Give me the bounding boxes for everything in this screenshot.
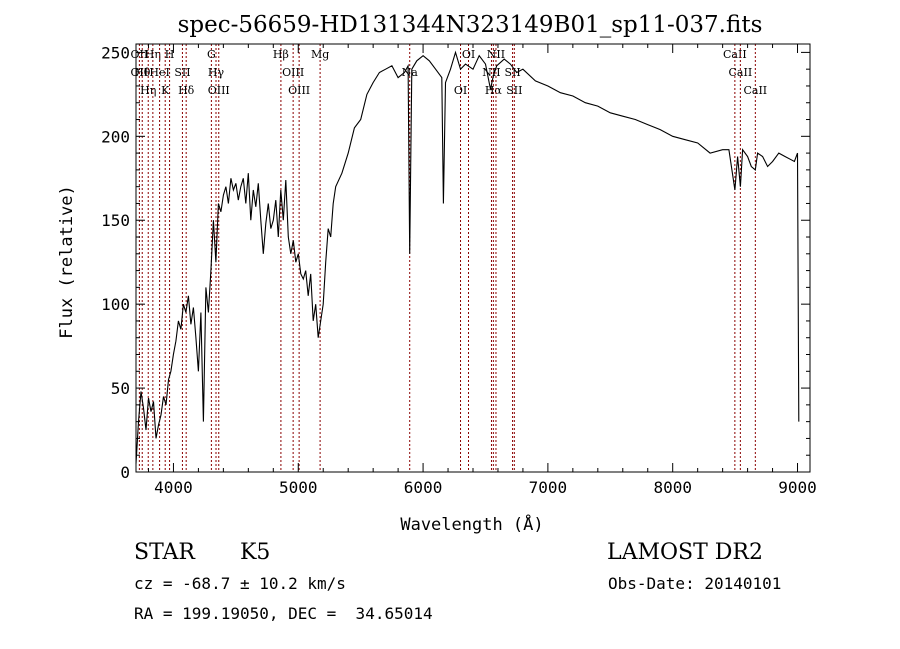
- y-axis-label: Flux (relative): [57, 185, 77, 339]
- marker-label: Hγ: [208, 66, 225, 79]
- y-tick-label: 100: [101, 295, 130, 314]
- y-tick-label: 0: [120, 463, 130, 482]
- y-tick-label: 200: [101, 127, 130, 146]
- spectrum-line: [135, 50, 800, 464]
- marker-label: OII: [131, 48, 149, 61]
- marker-label: SII: [506, 84, 522, 97]
- marker-label: K: [161, 84, 170, 97]
- marker-label: CaII: [743, 84, 767, 97]
- x-tick-label: 6000: [404, 478, 443, 497]
- marker-label: SII: [504, 66, 520, 79]
- marker-label: HeI: [149, 66, 169, 79]
- chart-title: spec-56659-HD131344N323149B01_sp11-037.f…: [178, 12, 763, 38]
- plot-frame: [135, 43, 811, 473]
- y-tick-label: 150: [101, 211, 130, 230]
- marker-label: Hβ: [273, 48, 289, 61]
- marker-label: Hη: [145, 48, 161, 61]
- x-axis-label: Wavelength (Å): [400, 513, 543, 535]
- marker-label: Hα: [485, 84, 503, 97]
- obs-date: Obs-Date: 20140101: [608, 574, 782, 593]
- coordinates-text: RA = 199.19050, DEC = 34.65014: [134, 604, 433, 623]
- x-tick-label: 8000: [653, 478, 692, 497]
- marker-label: OIII: [282, 66, 304, 79]
- marker-label: CaII: [729, 66, 753, 79]
- survey-name: LAMOST DR2: [607, 540, 763, 565]
- marker-label: Mg: [311, 48, 329, 61]
- series-group: [135, 50, 800, 464]
- line-markers: OIIOIIHθHηHηHeIKHSIIHδGHγOIIIHβOIIIOIIIM…: [131, 44, 767, 472]
- axes: 4000 5000 6000 7000 8000 9000 0 50 100 150 200 250: [101, 43, 817, 497]
- object-class: STAR: [134, 540, 195, 565]
- x-tick-label: 9000: [778, 478, 817, 497]
- marker-label: G: [207, 48, 216, 61]
- marker-label: CaII: [723, 48, 747, 61]
- y-tick-label: 50: [111, 379, 130, 398]
- marker-label: OII: [131, 66, 149, 79]
- x-tick-label: 7000: [529, 478, 568, 497]
- marker-label: SII: [174, 66, 190, 79]
- marker-label: OI: [462, 48, 475, 61]
- marker-label: OIII: [208, 84, 230, 97]
- marker-label: H: [165, 48, 175, 61]
- redshift-text: cz = -68.7 ± 10.2 km/s: [134, 574, 346, 593]
- object-subclass: K5: [240, 540, 271, 565]
- x-tick-label: 5000: [279, 478, 318, 497]
- x-tick-label: 4000: [154, 478, 193, 497]
- y-tick-label: 250: [101, 43, 130, 62]
- marker-label: OI: [454, 84, 467, 97]
- marker-label: Hη: [140, 84, 156, 97]
- marker-label: Hδ: [178, 84, 195, 97]
- marker-label: NII: [482, 66, 500, 79]
- marker-label: NII: [487, 48, 505, 61]
- marker-label: OIII: [288, 84, 310, 97]
